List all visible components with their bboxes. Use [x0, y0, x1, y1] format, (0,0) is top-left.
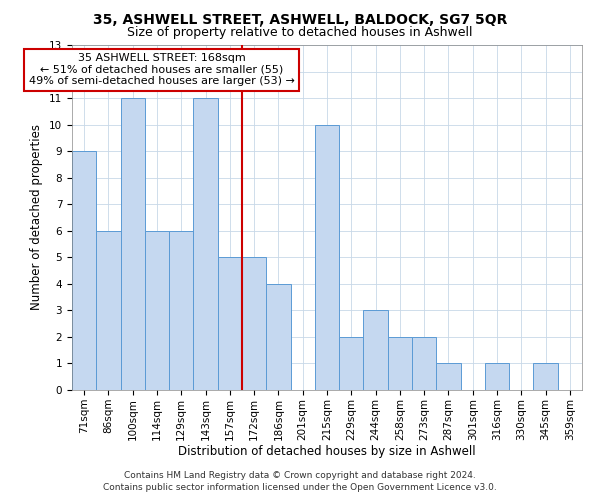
- Bar: [121, 98, 145, 390]
- Bar: [145, 231, 169, 390]
- Bar: [436, 364, 461, 390]
- Bar: [412, 337, 436, 390]
- Y-axis label: Number of detached properties: Number of detached properties: [31, 124, 43, 310]
- Text: Contains HM Land Registry data © Crown copyright and database right 2024.
Contai: Contains HM Land Registry data © Crown c…: [103, 471, 497, 492]
- Bar: [218, 258, 242, 390]
- Bar: [533, 364, 558, 390]
- Bar: [242, 258, 266, 390]
- Bar: [72, 151, 96, 390]
- Bar: [388, 337, 412, 390]
- Bar: [193, 98, 218, 390]
- Bar: [169, 231, 193, 390]
- Bar: [485, 364, 509, 390]
- Text: Size of property relative to detached houses in Ashwell: Size of property relative to detached ho…: [127, 26, 473, 39]
- Bar: [266, 284, 290, 390]
- X-axis label: Distribution of detached houses by size in Ashwell: Distribution of detached houses by size …: [178, 446, 476, 458]
- Bar: [364, 310, 388, 390]
- Bar: [315, 124, 339, 390]
- Bar: [339, 337, 364, 390]
- Bar: [96, 231, 121, 390]
- Text: 35, ASHWELL STREET, ASHWELL, BALDOCK, SG7 5QR: 35, ASHWELL STREET, ASHWELL, BALDOCK, SG…: [93, 12, 507, 26]
- Text: 35 ASHWELL STREET: 168sqm
← 51% of detached houses are smaller (55)
49% of semi-: 35 ASHWELL STREET: 168sqm ← 51% of detac…: [29, 53, 295, 86]
